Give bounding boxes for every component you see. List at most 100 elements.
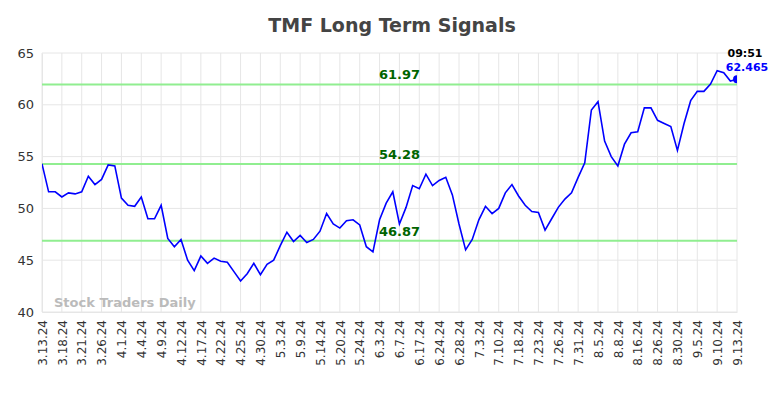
x-tick-label: 3.18.24 [56,320,70,366]
x-tick: 7.23.24 [532,312,546,366]
x-tick-label: 4.4.24 [135,320,149,358]
grid-line-y [42,208,737,209]
grid-line-x [320,53,321,312]
last-value-label: 62.465 [726,61,768,74]
grid-line-y [42,312,737,313]
x-tick-label: 3.13.24 [36,320,50,366]
grid-line-x [220,53,221,312]
x-tick: 9.5.24 [691,312,705,358]
x-tick: 4.1.24 [115,312,129,358]
x-tick: 6.7.24 [393,312,407,358]
x-tick-label: 9.10.24 [711,320,725,366]
grid [42,53,737,312]
level-label: 46.87 [379,224,420,239]
grid-line-x [439,53,440,312]
x-tick-label: 9.13.24 [731,320,745,366]
x-tick: 4.4.24 [135,312,149,358]
x-tick-label: 6.7.24 [393,320,407,358]
grid-line-y [42,104,737,105]
x-tick: 7.31.24 [572,312,586,366]
grid-line-x [101,53,102,312]
y-tick: 55 [17,149,42,164]
grid-line-x [141,53,142,312]
x-tick-label: 4.9.24 [155,320,169,358]
x-tick-label: 5.3.24 [274,320,288,358]
x-tick: 4.12.24 [175,312,189,366]
x-tick-label: 4.1.24 [115,320,129,358]
y-tick: 50 [17,201,42,216]
x-tick: 3.21.24 [75,312,89,366]
grid-line-x [617,53,618,312]
grid-line-y [42,260,737,261]
x-tick-label: 4.22.24 [214,320,228,366]
x-tick: 8.16.24 [631,312,645,366]
x-tick-label: 5.20.24 [334,320,348,366]
x-tick: 5.24.24 [353,312,367,366]
x-tick: 7.10.24 [492,312,506,366]
x-tick: 4.25.24 [234,312,248,366]
grid-line-x [459,53,460,312]
y-axis: 404550556065 [17,46,42,320]
y-tick: 60 [17,97,42,112]
grid-line-x [538,53,539,312]
x-tick-label: 3.26.24 [95,320,109,366]
x-tick-label: 5.24.24 [353,320,367,366]
x-tick-label: 6.24.24 [433,320,447,366]
x-tick-label: 6.17.24 [413,320,427,366]
x-tick-label: 7.3.24 [473,320,487,358]
watermark: Stock Traders Daily [54,295,196,310]
grid-line-x [419,53,420,312]
level-label: 54.28 [379,147,420,162]
x-tick-label: 7.31.24 [572,320,586,366]
x-tick: 7.18.24 [512,312,526,366]
grid-line-x [359,53,360,312]
x-tick-label: 4.12.24 [175,320,189,366]
x-tick-label: 4.17.24 [195,320,209,366]
x-tick: 6.28.24 [453,312,467,366]
grid-line-y [42,53,737,54]
x-tick-label: 7.23.24 [532,320,546,366]
x-tick: 5.14.24 [314,312,328,366]
grid-line-x [200,53,201,312]
x-tick-label: 7.18.24 [512,320,526,366]
grid-line-x [181,53,182,312]
plot-area [42,71,737,281]
chart: TMF Long Term Signals4045505560653.13.24… [0,0,784,398]
x-tick: 8.5.24 [592,312,606,358]
x-tick-label: 8.30.24 [671,320,685,366]
x-tick: 6.17.24 [413,312,427,366]
x-tick: 3.26.24 [95,312,109,366]
x-tick: 8.26.24 [651,312,665,366]
grid-line-x [478,53,479,312]
time-label: 09:51 [727,47,762,60]
x-tick: 7.26.24 [552,312,566,366]
x-tick: 8.8.24 [612,312,626,358]
x-tick-label: 8.5.24 [592,320,606,358]
grid-line-x [558,53,559,312]
grid-line-x [737,53,738,312]
x-tick: 7.3.24 [473,312,487,358]
x-tick-label: 6.3.24 [373,320,387,358]
x-tick-label: 7.26.24 [552,320,566,366]
y-tick: 65 [17,46,42,61]
title: TMF Long Term Signals [268,14,515,36]
x-tick-label: 3.21.24 [75,320,89,366]
grid-line-x [379,53,380,312]
x-tick-label: 9.5.24 [691,320,705,358]
y-tick: 45 [17,253,42,268]
x-tick: 6.3.24 [373,312,387,358]
y-tick-label: 55 [17,149,34,164]
grid-line-x [81,53,82,312]
x-tick-label: 5.14.24 [314,320,328,366]
x-tick-label: 6.28.24 [453,320,467,366]
grid-line-x [121,53,122,312]
grid-line-x [42,53,43,312]
grid-line-x [240,53,241,312]
level-line [42,163,737,165]
y-axis-line [42,54,43,313]
x-tick-label: 5.9.24 [294,320,308,358]
level-line [42,240,737,242]
x-tick: 3.18.24 [56,312,70,366]
grid-line-x [399,53,400,312]
grid-line-x [717,53,718,312]
